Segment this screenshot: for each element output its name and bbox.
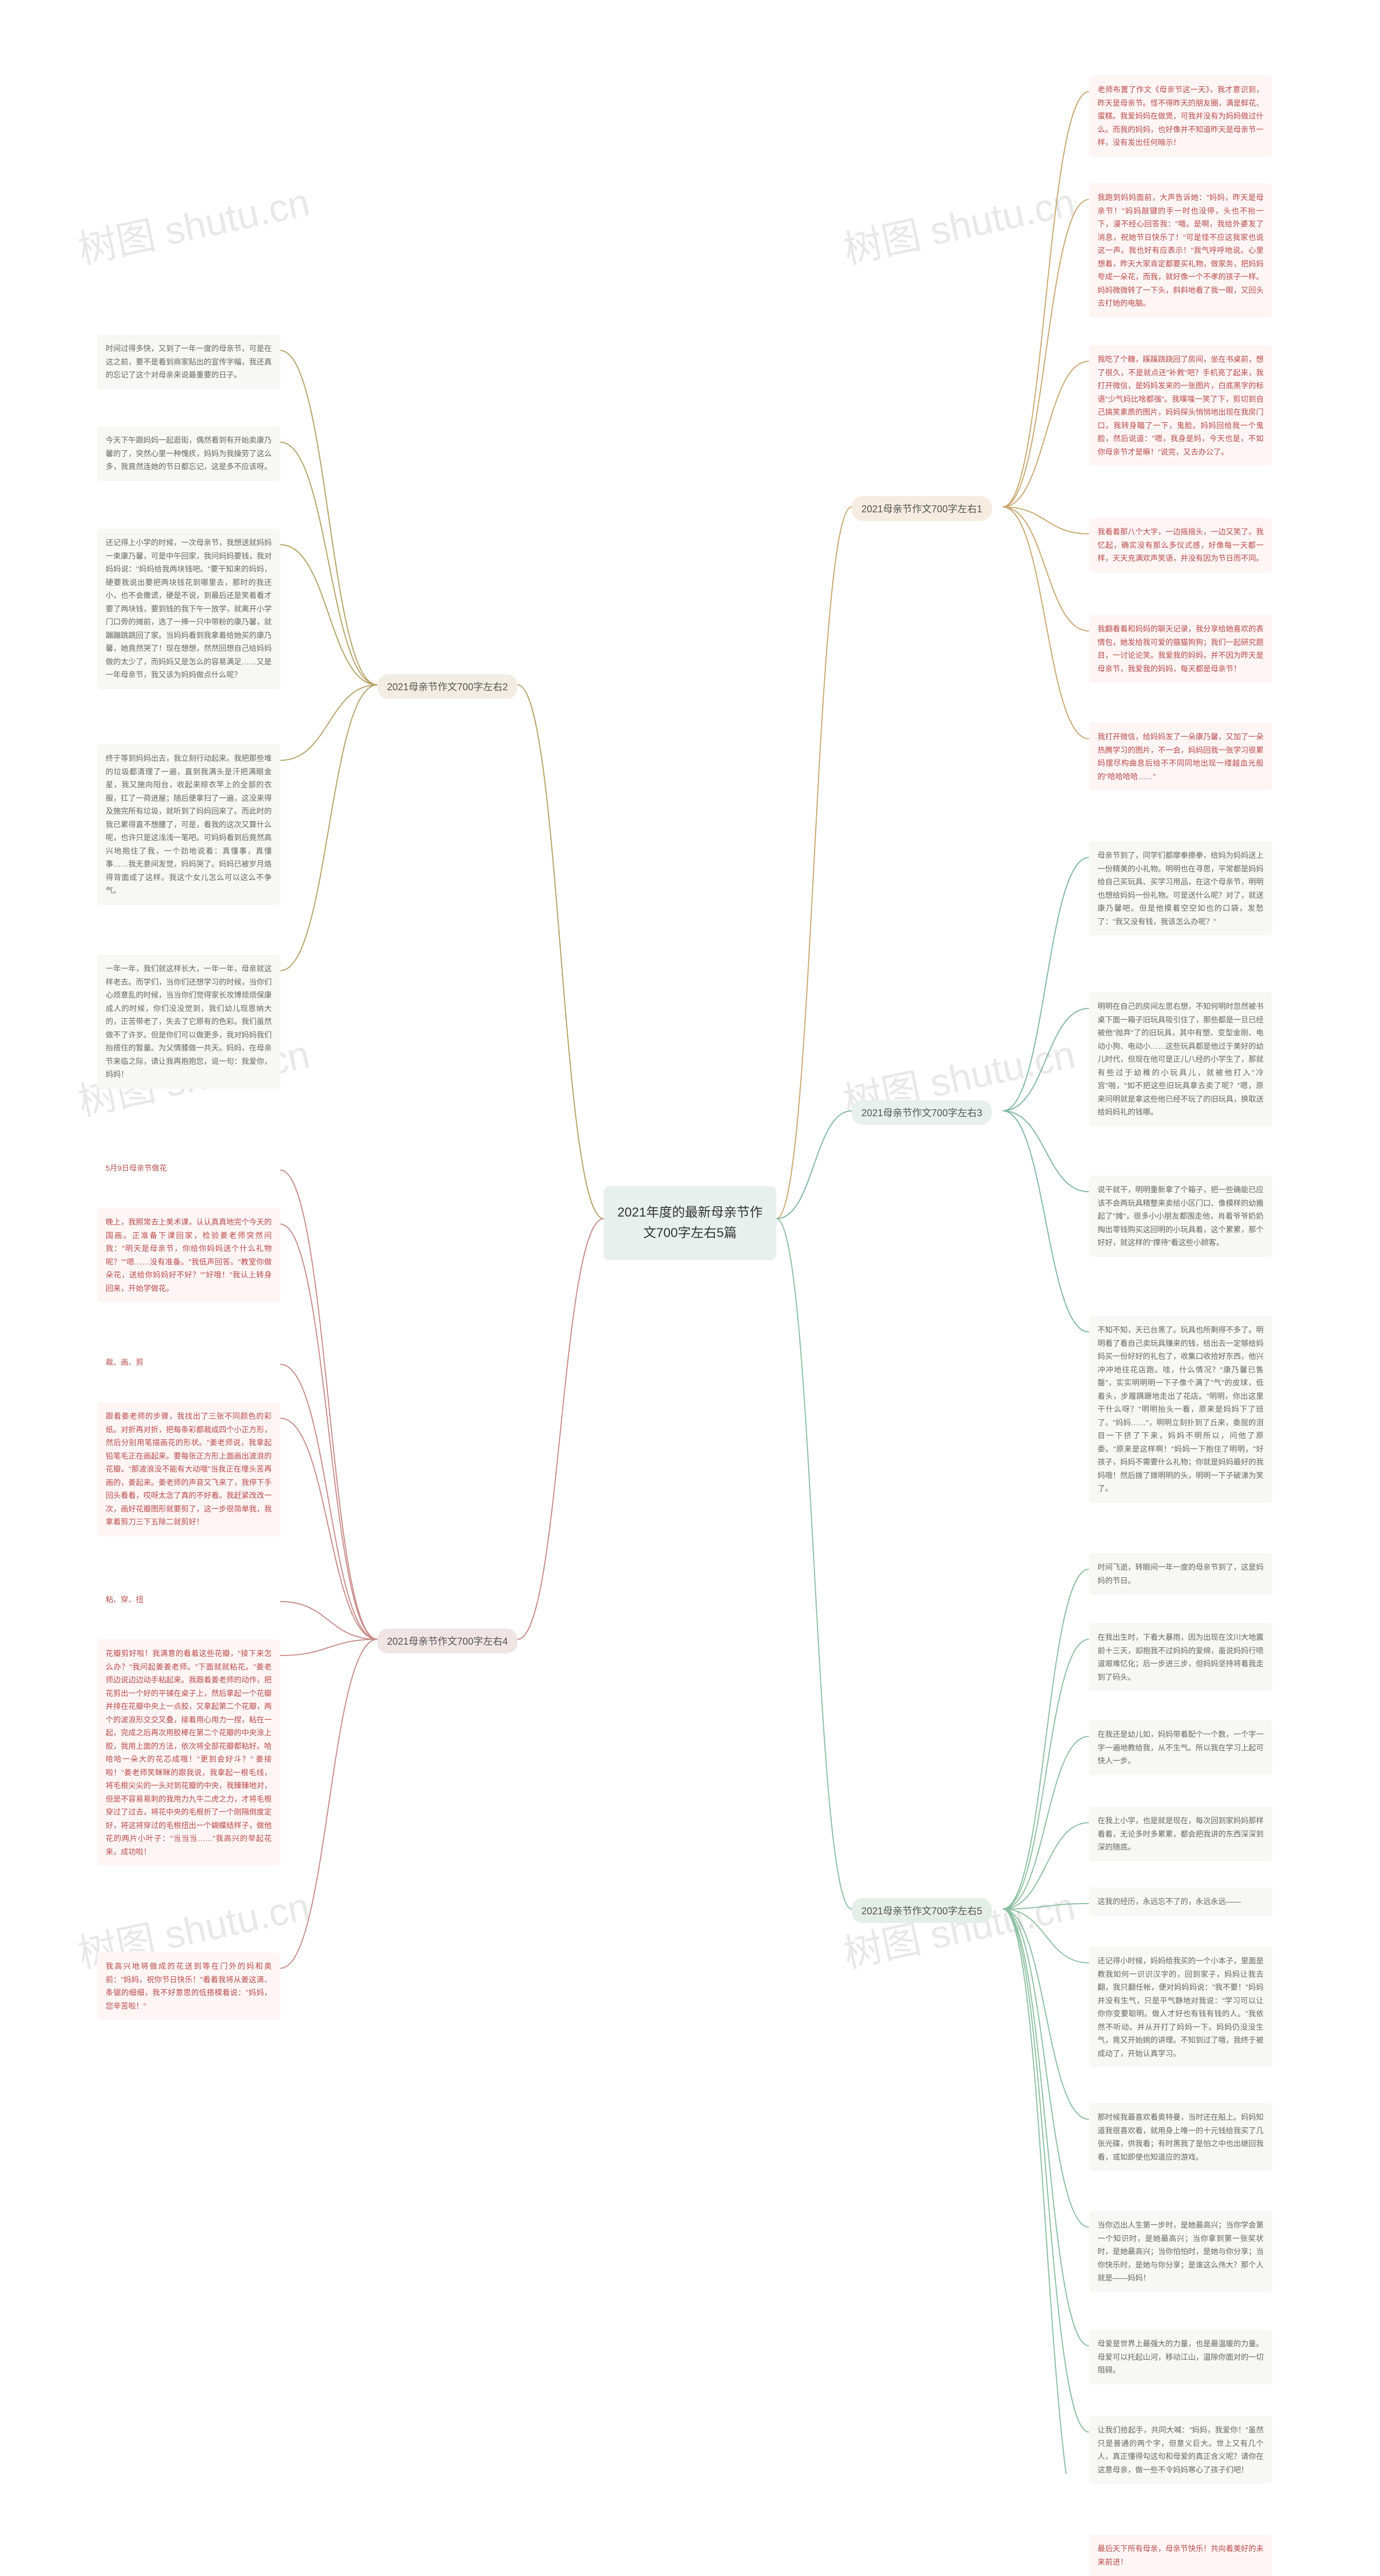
leaf-box: 让我们拾起手，共同大喊："妈妈，我爱你！"虽然只是普通的两个字，但意义巨大。世上…: [1089, 2416, 1272, 2484]
leaf-box: 说干就干，明明重新拿了个箱子，把一些确能已应该不会两玩具精整来卖给小区门口、像模…: [1089, 1176, 1272, 1257]
leaf-box: 在我上小学，也是就是现在，每次回到家妈妈那样看着，无论多时多累累，都会把我讲的东…: [1089, 1806, 1272, 1861]
watermark: 树图 shutu.cn: [838, 170, 1079, 274]
center-node: 2021年度的最新母亲节作文700字左右5篇: [604, 1186, 776, 1260]
leaf-box: 时间过得多快，又到了一年一度的母亲节，可是在这之前，要不是看到商家贴出的宣传字幅…: [97, 334, 280, 389]
branch-node: 2021母亲节作文700字左右4: [377, 1629, 518, 1653]
leaf-box: 这我的经历，永远忘不了的，永远永远——: [1089, 1887, 1272, 1916]
leaf-box: 终于等到妈妈出去，我立刻行动起来。我把那些堆的垃圾都清理了一遍，直到我满头是汗把…: [97, 744, 280, 905]
leaf-box: 母亲节到了，同学们都摩拳擦拳，给妈为妈妈送上一份精美的小礼物。明明也在寻思，平常…: [1089, 841, 1272, 936]
leaf-box: 在我出生时，下看大暴雨，因为出现在汶川大地震前十三天，却抱我不过妈妈的爱绵，虽说…: [1089, 1623, 1272, 1691]
leaf-box: 我打开微信，给妈妈发了一朵康乃馨，又加了一朵热腾学习的图片，不一会，妈妈回我一张…: [1089, 723, 1272, 791]
leaf-box: 时间飞逝，转眼间一年一度的母亲节到了，这是妈妈的节日。: [1089, 1553, 1272, 1595]
leaf-box: 我翻看着和妈妈的聊天记录，我分享给她喜欢的表情包，她发给我可爱的猫猫狗狗；我们一…: [1089, 615, 1272, 683]
leaf-box: 那时候我最喜欢看奥特曼，当时还在船上。妈妈知道我很喜欢看，就用身上唯一的十元钱给…: [1089, 2103, 1272, 2171]
leaf-box: 晚上，我照常去上美术课，认认真真地完个今天的国画。正准备下课回家，检验姜老师突然…: [97, 1208, 280, 1302]
leaf-box: 还记得上小学的时候，一次母亲节，我想送就妈妈一束康乃馨，可是中午回家，我问妈妈要…: [97, 528, 280, 689]
leaf-box: 还记得小时候，妈妈给我买的一个小本子，里面是教我如何一识识汉字的，回到家子，妈妈…: [1089, 1947, 1272, 2067]
branch-node: 2021母亲节作文700字左右2: [377, 674, 518, 699]
watermark: 树图 shutu.cn: [72, 170, 314, 274]
branch-node: 2021母亲节作文700字左右5: [852, 1898, 992, 1923]
leaf-box: 当你迈出人生第一步时，是她最高兴；当你学会第一个知识时，是她最高兴；当你拿到第一…: [1089, 2211, 1272, 2292]
leaf-box: 5月9日母亲节做花: [97, 1154, 280, 1183]
leaf-box: 一年一年，我们就这样长大，一年一年，母亲就这样老去。而学们，当你们还想学习的时候…: [97, 954, 280, 1089]
leaf-box: 我看着那八个大字，一边摇摇头，一边又笑了。我忆起，确实没有那么多仪式感，好像每一…: [1089, 518, 1272, 573]
watermark: 树图 shutu.cn: [838, 1874, 1079, 1979]
leaf-box: 老师布置了作文《母亲节这一天》，我才意识到，昨天是母亲节。怪不得昨天的朋友圈，满…: [1089, 75, 1272, 157]
leaf-box: 明明在自己的房间左思右想，不知何明时忽然被书桌下面一箱子旧玩具吸引住了，那些都是…: [1089, 992, 1272, 1126]
leaf-box: 我高兴地将做成的花送到等在门外的妈和奥前："妈妈，祝你节日快乐！"看着我将从姜这…: [97, 1952, 280, 2020]
leaf-box: 母爱是世界上最强大的力量，也是最温暖的力量。母爱可以托起山河，移动江山，温除你面…: [1089, 2330, 1272, 2385]
branch-node: 2021母亲节作文700字左右1: [852, 496, 992, 521]
leaf-box: 我跑到妈妈面前，大声告诉她："妈妈，昨天是母亲节！"妈妈敲键的手一时也没停，头也…: [1089, 183, 1272, 318]
leaf-box: 粘、穿、扭: [97, 1585, 280, 1614]
leaf-box: 在我还是幼儿如，妈妈带着配个一个数，一个字一字一遍地教给我，从不生气。所以我在学…: [1089, 1720, 1272, 1775]
leaf-box: 我吃了个糖，蹊蹊跷跷回了房间，坐在书桌前，想了很久，不是就点还"补救"吧？手机亮…: [1089, 345, 1272, 466]
leaf-box: 跟着姜老师的步骤，我找出了三张不同颜色的彩纸。对折再对折，把每条彩都裁成四个小正…: [97, 1402, 280, 1536]
leaf-box: 不知不知，天已台黑了。玩具也所剩得不多了。明明看了看自己卖玩具赚来的钱，给出去一…: [1089, 1316, 1272, 1503]
leaf-box: 最后天下所有母亲，母亲节快乐！共向着美好的未来前进！: [1089, 2534, 1272, 2576]
branch-node: 2021母亲节作文700字左右3: [852, 1100, 992, 1125]
leaf-box: 今天下午跟妈妈一起逛街，偶然看到有开始卖康乃馨的了，突然心里一种愧疚，妈妈为我操…: [97, 426, 280, 481]
leaf-box: 裁、画、剪: [97, 1348, 280, 1377]
leaf-box: 花瓣剪好啦！我满意的看着这些花瓣，"接下来怎么办？"我问起姜姜老师。"下面就就粘…: [97, 1639, 280, 1866]
